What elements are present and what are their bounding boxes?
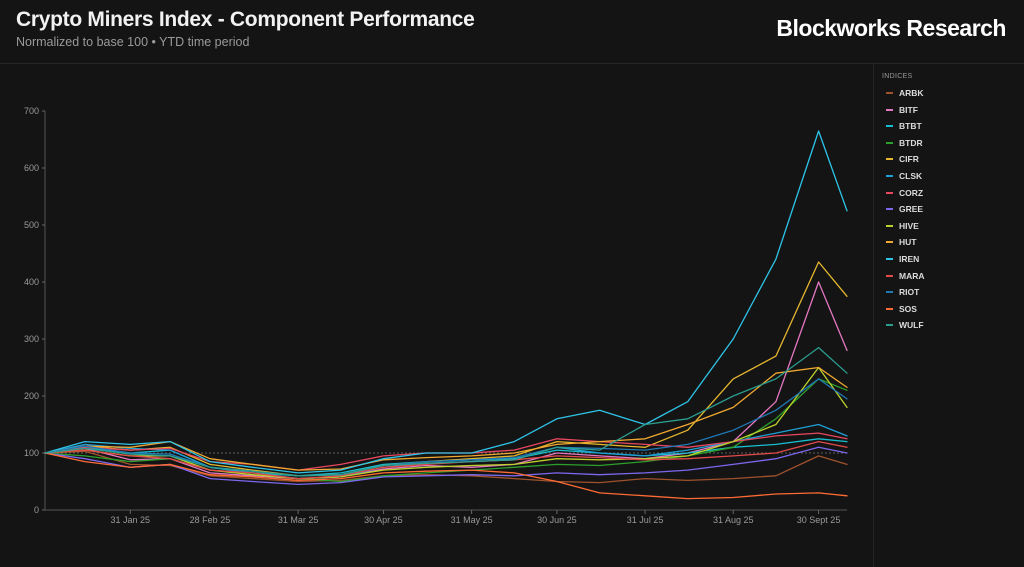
legend-label: BTBT xyxy=(899,121,922,132)
x-tick-label: 31 Jul 25 xyxy=(627,515,664,525)
y-tick-label: 200 xyxy=(24,391,39,401)
x-tick-label: 30 Jun 25 xyxy=(537,515,577,525)
legend-swatch xyxy=(886,125,893,128)
y-tick-label: 500 xyxy=(24,220,39,230)
x-tick-label: 31 Mar 25 xyxy=(278,515,319,525)
series-line-wulf xyxy=(44,346,848,477)
legend-item-arbk[interactable]: ARBK xyxy=(886,86,924,100)
legend-swatch xyxy=(886,241,893,244)
legend-item-sos[interactable]: SOS xyxy=(886,302,917,316)
legend-label: IREN xyxy=(899,254,920,264)
x-tick-label: 28 Feb 25 xyxy=(190,515,231,525)
x-tick-label: 30 Apr 25 xyxy=(364,515,403,525)
legend-swatch xyxy=(886,108,893,111)
legend-item-mara[interactable]: MARA xyxy=(886,269,925,283)
legend-swatch xyxy=(886,307,893,310)
series-line-riot xyxy=(44,378,848,477)
legend-label: CLSK xyxy=(899,171,923,181)
legend-swatch xyxy=(886,191,893,194)
series-line-sos xyxy=(44,452,848,500)
legend-label: CORZ xyxy=(899,187,924,198)
legend-swatch xyxy=(886,92,893,94)
series-line-iren xyxy=(44,130,848,474)
x-tick-label: 31 Aug 25 xyxy=(713,515,754,525)
y-tick-label: 700 xyxy=(24,106,39,116)
legend-swatch xyxy=(886,175,893,177)
legend-label: RIOT xyxy=(899,287,920,298)
y-tick-label: 100 xyxy=(24,448,39,458)
series-line-hut xyxy=(44,366,848,471)
legend-item-btdr[interactable]: BTDR xyxy=(886,136,923,150)
legend-swatch xyxy=(886,224,893,227)
legend-item-iren[interactable]: IREN xyxy=(886,252,919,266)
legend-swatch xyxy=(886,158,893,161)
y-tick-label: 400 xyxy=(24,277,39,287)
legend-label: BITF xyxy=(899,104,918,115)
legend-label: GREE xyxy=(899,204,924,215)
x-tick-label: 31 Jan 25 xyxy=(111,515,151,525)
legend-label: ARBK xyxy=(899,88,924,98)
legend-label: HIVE xyxy=(899,220,919,231)
legend-item-clsk[interactable]: CLSK xyxy=(886,169,922,183)
legend-item-wulf[interactable]: WULF xyxy=(886,318,924,332)
x-tick-label: 31 May 25 xyxy=(451,515,493,525)
legend-title: INDICES xyxy=(882,73,913,80)
legend-label: MARA xyxy=(899,270,925,281)
legend-swatch xyxy=(886,208,893,211)
y-tick-label: 300 xyxy=(24,334,39,344)
legend-label: HUT xyxy=(899,237,917,248)
legend-swatch xyxy=(886,291,893,294)
header: Crypto Miners Index - Component Performa… xyxy=(0,0,1024,64)
legend: INDICES ARBK BITF BTBT BTDR CIFR CLSK CORZ GREE… xyxy=(873,64,1024,567)
legend-swatch xyxy=(886,141,893,144)
y-tick-label: 0 xyxy=(34,505,39,515)
legend-item-hut[interactable]: HUT xyxy=(886,235,916,249)
chart-title: Crypto Miners Index - Component Performa… xyxy=(16,8,475,31)
legend-label: SOS xyxy=(899,303,917,314)
chart-subtitle: Normalized to base 100 • YTD time period xyxy=(16,35,250,49)
legend-label: WULF xyxy=(899,320,924,331)
legend-label: CIFR xyxy=(899,154,919,165)
legend-item-cifr[interactable]: CIFR xyxy=(886,152,919,166)
legend-item-riot[interactable]: RIOT xyxy=(886,285,919,299)
legend-swatch xyxy=(886,258,893,260)
x-tick-label: 30 Sept 25 xyxy=(797,515,841,525)
legend-swatch xyxy=(886,324,893,327)
legend-item-hive[interactable]: HIVE xyxy=(886,219,919,233)
legend-item-btbt[interactable]: BTBT xyxy=(886,119,922,133)
legend-item-gree[interactable]: GREE xyxy=(886,202,923,216)
legend-swatch xyxy=(886,274,893,277)
legend-item-bitf[interactable]: BITF xyxy=(886,103,918,117)
legend-label: BTDR xyxy=(899,137,923,148)
legend-item-corz[interactable]: CORZ xyxy=(886,186,923,200)
brand-logo: Blockworks Research xyxy=(776,15,1006,41)
y-tick-label: 600 xyxy=(24,163,39,173)
